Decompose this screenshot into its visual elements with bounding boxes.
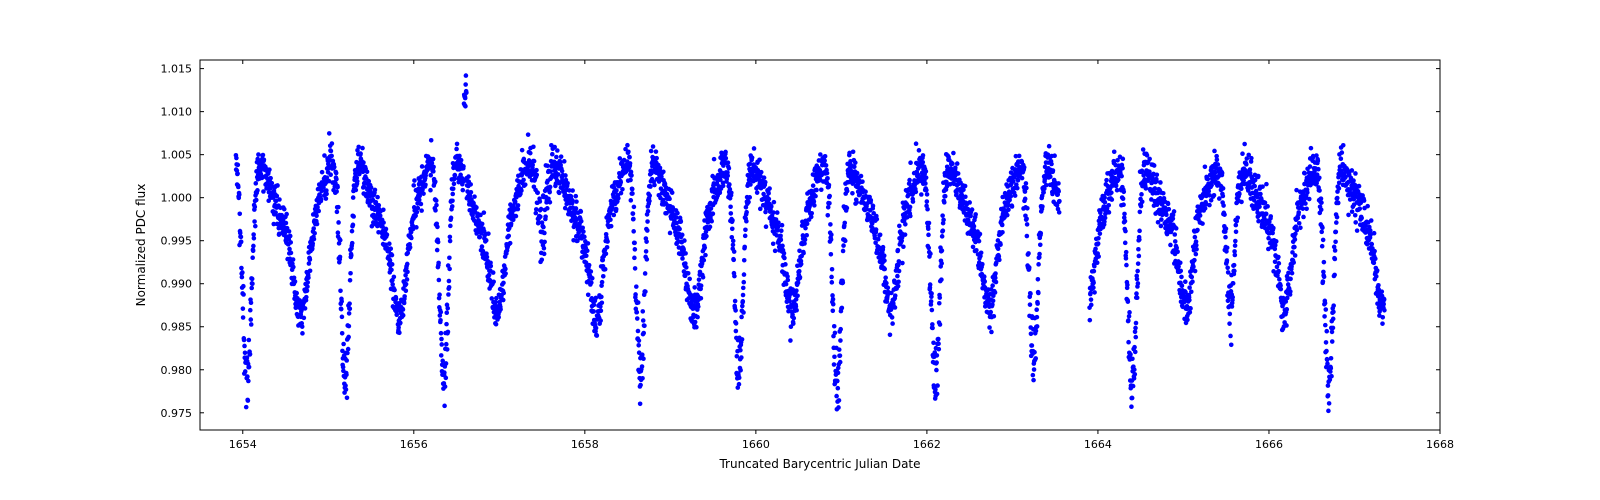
y-tick-label: 1.000 xyxy=(161,192,193,205)
y-tick-label: 0.990 xyxy=(161,278,193,291)
x-tick-label: 1654 xyxy=(229,438,257,451)
x-axis-label: Truncated Barycentric Julian Date xyxy=(718,457,920,471)
x-tick-label: 1662 xyxy=(913,438,941,451)
chart-svg: 1654 1656 1658 1660 1662 1664 1666 1668 Truncate… xyxy=(0,0,1600,500)
y-tick-label: 0.980 xyxy=(161,364,193,377)
y-tick-label: 1.005 xyxy=(161,149,193,162)
y-tick-label: 0.995 xyxy=(161,235,193,248)
x-tick-label: 1658 xyxy=(571,438,599,451)
lightcurve-chart: 1654 1656 1658 1660 1662 1664 1666 1668 Truncate… xyxy=(0,0,1600,500)
x-tick-label: 1664 xyxy=(1084,438,1112,451)
y-tick-label: 1.015 xyxy=(161,63,193,76)
x-tick-label: 1666 xyxy=(1255,438,1283,451)
y-tick-label: 0.975 xyxy=(161,407,193,420)
x-tick-label: 1668 xyxy=(1426,438,1454,451)
x-tick-label: 1656 xyxy=(400,438,428,451)
y-tick-label: 0.985 xyxy=(161,321,193,334)
y-tick-label: 1.010 xyxy=(161,106,193,119)
x-tick-label: 1660 xyxy=(742,438,770,451)
y-axis-label: Normalized PDC flux xyxy=(134,184,148,307)
